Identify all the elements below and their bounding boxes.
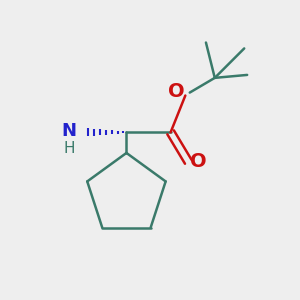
- Text: N: N: [61, 122, 76, 140]
- Text: H: H: [63, 141, 75, 156]
- Text: O: O: [190, 152, 207, 171]
- Text: O: O: [168, 82, 185, 100]
